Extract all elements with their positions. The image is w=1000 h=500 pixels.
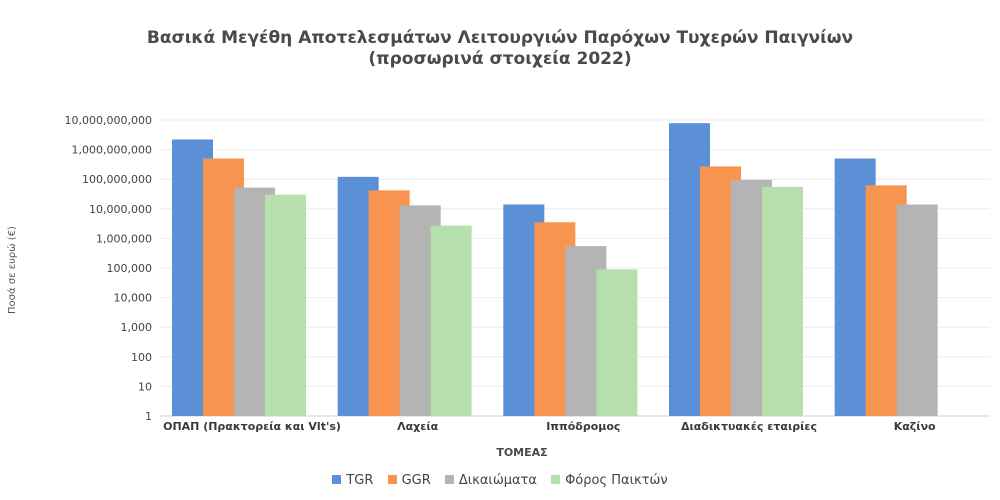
x-tick-label: ΟΠΑΠ (Πρακτορεία και Vlt's)	[163, 420, 341, 433]
y-tick-label: 1,000,000	[96, 232, 152, 245]
legend-label: TGR	[346, 473, 374, 488]
x-axis-label: ΤΟΜΕΑΣ	[496, 446, 547, 459]
bar-φόρος-παικτών[interactable]	[265, 194, 306, 416]
y-tick-label: 10,000,000	[89, 203, 152, 216]
y-axis-label: Ποσά σε ευρώ (€)	[6, 226, 18, 314]
chart-subtitle-line: (προσωρινά στοιχεία 2022)	[368, 49, 632, 69]
legend-swatch	[332, 475, 342, 484]
y-tick-label: 100	[131, 351, 152, 364]
bar-δικαιώματα[interactable]	[896, 204, 938, 416]
x-axis-ticks: ΟΠΑΠ (Πρακτορεία και Vlt's) Λαχεία Ιππόδρο…	[163, 420, 936, 433]
bar-φόρος-παικτών[interactable]	[596, 269, 638, 416]
legend-swatch	[444, 475, 454, 484]
legend-swatch	[551, 475, 561, 484]
chart-plot: 1 10 100 1,000 10,000 100,000 1,000,000 10,000,…	[6, 114, 990, 459]
x-tick-label: Λαχεία	[397, 420, 439, 433]
legend-item-player-tax[interactable]: Φόρος Παικτών	[551, 473, 668, 488]
bar-φόρος-παικτών[interactable]	[430, 225, 472, 416]
y-tick-label: 10	[138, 380, 152, 393]
bar-φόρος-παικτών[interactable]	[762, 186, 804, 416]
legend-item-tgr[interactable]: TGR	[332, 473, 373, 488]
legend-label: Δικαιώματα	[458, 473, 537, 488]
y-tick-label: 1,000,000,000	[72, 144, 152, 157]
legend: TGR GGR Δικαιώματα Φόρος Παικτών	[0, 473, 1000, 488]
legend-label: Φόρος Παικτών	[565, 473, 668, 488]
legend-item-ggr[interactable]: GGR	[387, 473, 431, 488]
x-tick-label: Ιππόδρομος	[546, 420, 620, 433]
y-tick-label: 1,000	[121, 321, 153, 334]
bars	[172, 123, 938, 416]
legend-swatch	[387, 475, 397, 484]
y-tick-label: 1	[145, 410, 152, 423]
legend-label: GGR	[401, 473, 431, 488]
chart-title: Βασικά Μεγέθη Αποτελεσμάτων Λειτουργιών …	[0, 28, 1000, 70]
x-tick-label: Διαδικτυακές εταιρίες	[681, 420, 817, 433]
legend-item-rights[interactable]: Δικαιώματα	[444, 473, 537, 488]
y-tick-label: 10,000	[114, 292, 153, 305]
y-tick-label: 100,000,000	[82, 173, 152, 186]
x-tick-label: Καζίνο	[894, 420, 936, 433]
y-tick-label: 100,000	[107, 262, 153, 275]
y-axis-ticks: 1 10 100 1,000 10,000 100,000 1,000,000 10,000,…	[65, 114, 152, 423]
y-tick-label: 10,000,000,000	[65, 114, 152, 127]
chart-title-line: Βασικά Μεγέθη Αποτελεσμάτων Λειτουργιών …	[146, 28, 854, 48]
